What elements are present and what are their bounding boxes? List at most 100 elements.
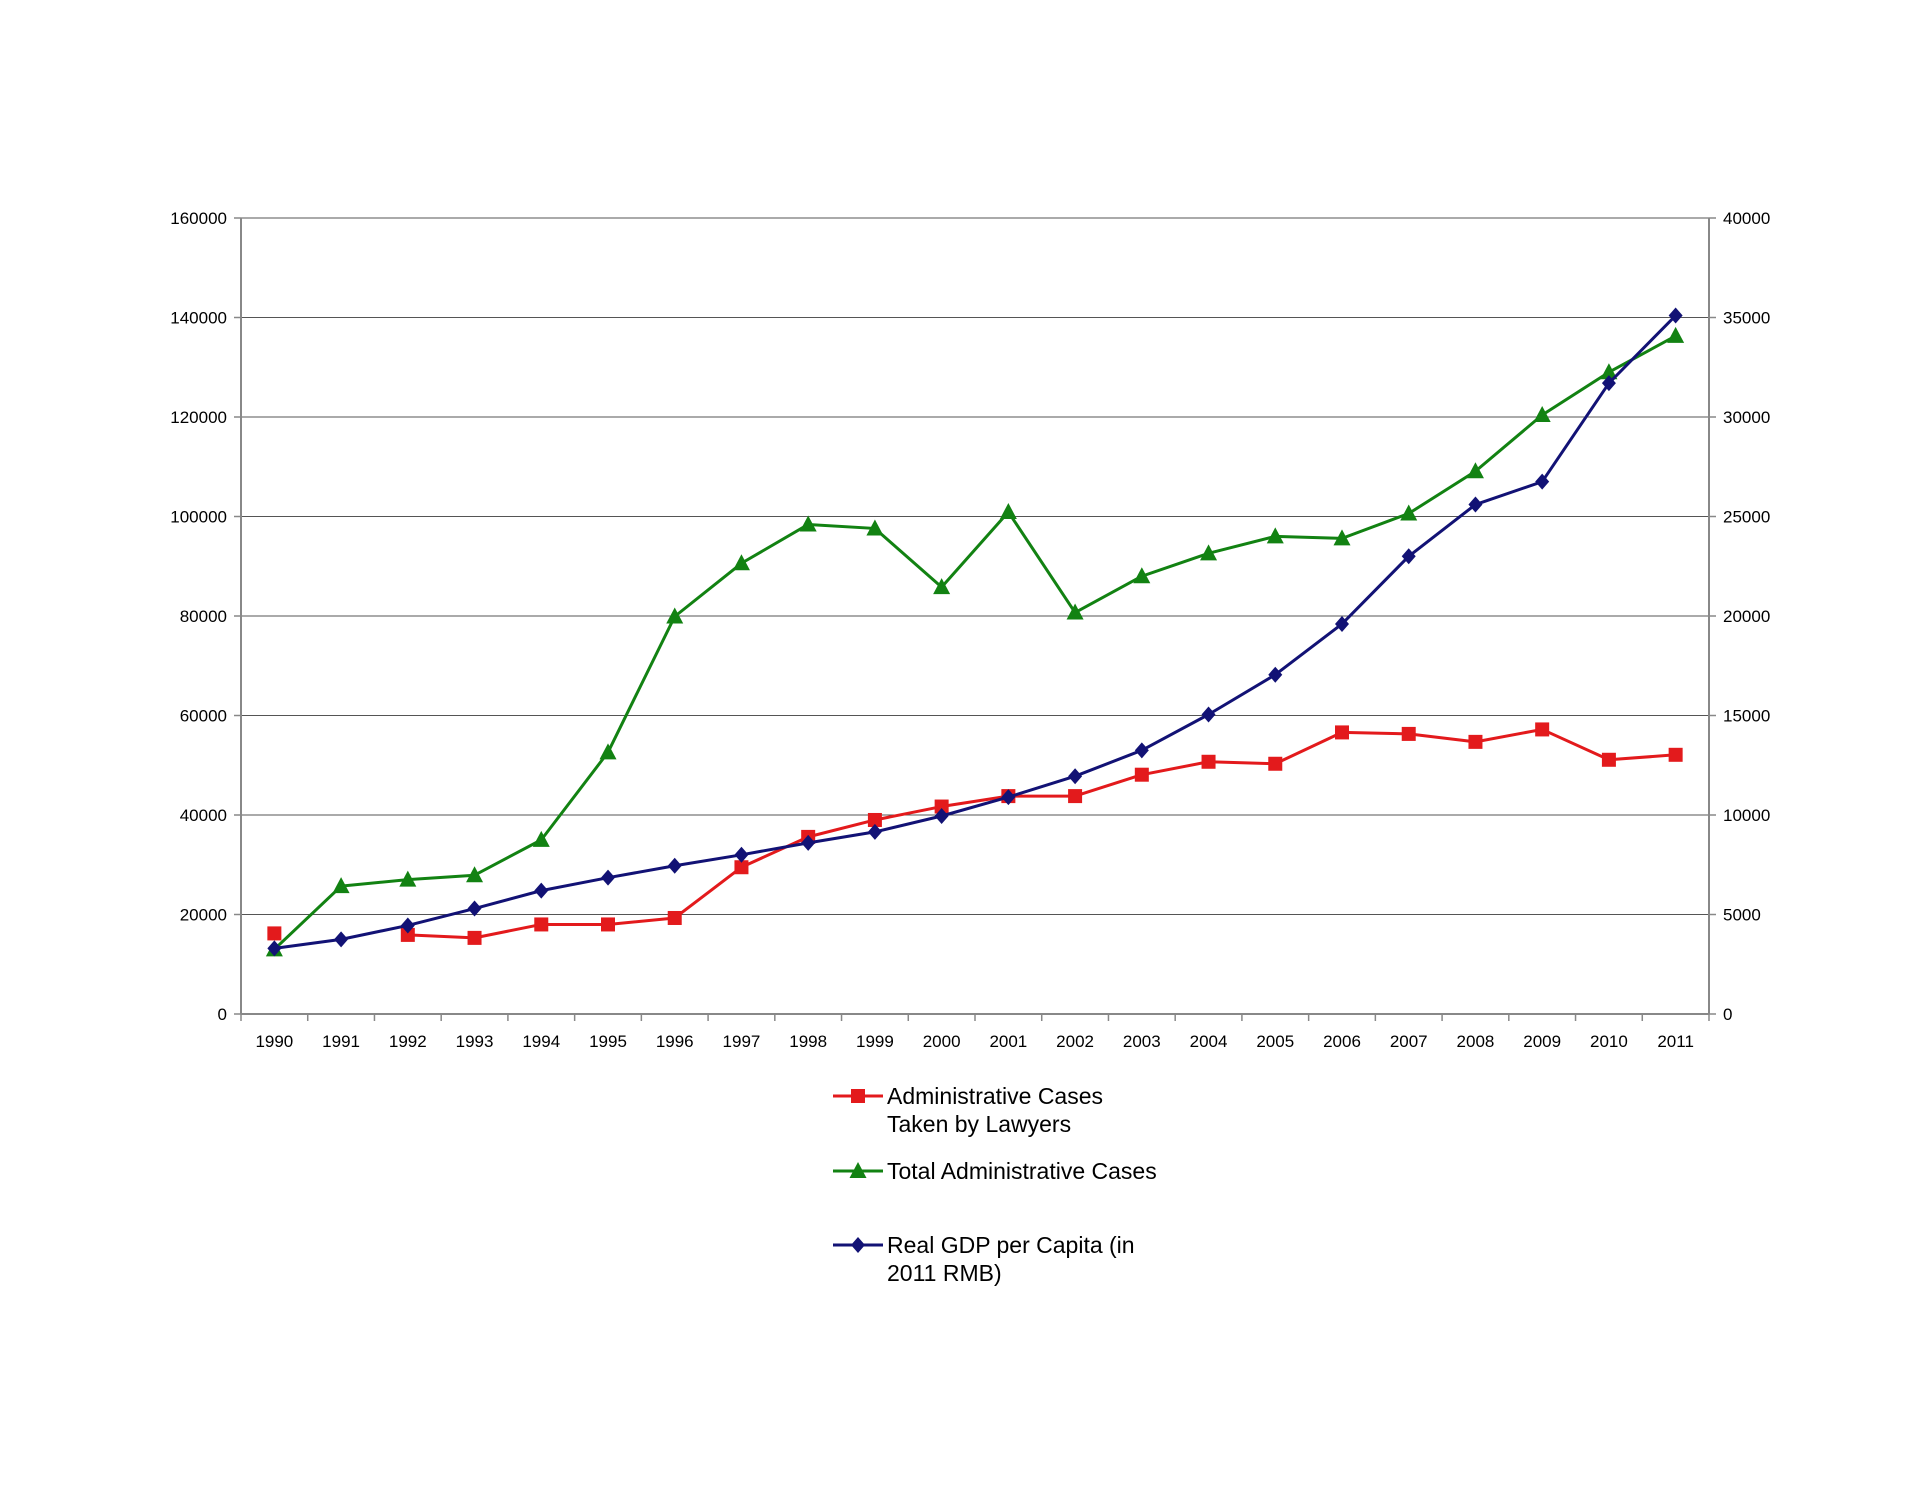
y-left-tick-label: 20000	[180, 906, 227, 925]
x-tick-label: 1995	[589, 1032, 627, 1051]
series-point-lawyer-cases	[934, 799, 949, 814]
series-point-lawyer-cases	[667, 910, 682, 925]
x-tick-label: 1991	[322, 1032, 360, 1051]
series-point-gdp-per-capita	[1401, 548, 1416, 565]
x-tick-label: 2005	[1256, 1032, 1294, 1051]
series-line-lawyer-cases	[407, 727, 1676, 940]
series-point-lawyer-cases	[467, 930, 482, 945]
x-tick-label: 2010	[1590, 1032, 1628, 1051]
x-tick-label: 2007	[1390, 1032, 1428, 1051]
series-point-gdp-per-capita	[1068, 768, 1083, 785]
series-point-gdp-per-capita	[1134, 742, 1149, 759]
x-tick-label: 1993	[456, 1032, 494, 1051]
y-left-tick-label: 60000	[180, 707, 227, 726]
series-line-total-cases	[273, 334, 1677, 951]
x-tick-label: 1992	[389, 1032, 427, 1051]
legend-marker-gdp-per-capita	[851, 1237, 865, 1253]
series-point-lawyer-cases	[1668, 747, 1683, 762]
series-line-gdp-per-capita	[274, 314, 1677, 950]
series-point-total-cases	[1466, 462, 1484, 479]
series-point-lawyer-cases	[1468, 734, 1483, 749]
series-point-total-cases	[1533, 406, 1551, 423]
series-point-total-cases	[933, 578, 951, 595]
series-point-gdp-per-capita	[1201, 706, 1216, 723]
series-point-total-cases	[1133, 567, 1151, 584]
series-point-total-cases	[399, 870, 417, 887]
y-left-tick-label: 0	[218, 1005, 227, 1024]
series-point-lawyer-cases	[734, 860, 749, 875]
series-point-lawyer-cases	[1134, 767, 1149, 782]
series-point-gdp-per-capita	[1001, 789, 1016, 806]
series-point-gdp-per-capita	[867, 823, 882, 840]
series-point-total-cases	[532, 830, 550, 847]
series-point-gdp-per-capita	[267, 940, 282, 957]
series-point-lawyer-cases	[400, 927, 415, 942]
y-right-tick-label: 40000	[1723, 209, 1770, 228]
y-right-tick-label: 10000	[1723, 806, 1770, 825]
series-point-gdp-per-capita	[1335, 615, 1349, 632]
x-tick-label: 2011	[1657, 1032, 1694, 1051]
series-point-gdp-per-capita	[1601, 375, 1616, 392]
series-point-gdp-per-capita	[1268, 666, 1283, 683]
y-right-tick-label: 30000	[1723, 408, 1770, 427]
series-point-total-cases	[866, 519, 884, 536]
series-point-total-cases	[466, 866, 484, 883]
legend-label-line: Real GDP per Capita (in	[887, 1232, 1135, 1258]
y-left-tick-label: 40000	[180, 806, 227, 825]
y-left-tick-label: 80000	[180, 607, 227, 626]
y-right-tick-label: 20000	[1723, 607, 1770, 626]
series-point-total-cases	[799, 515, 817, 532]
series-point-total-cases	[1600, 363, 1618, 380]
x-tick-label: 2004	[1190, 1032, 1228, 1051]
x-tick-label: 2001	[989, 1032, 1027, 1051]
series-point-lawyer-cases	[1401, 726, 1416, 741]
x-tick-label: 1997	[723, 1032, 761, 1051]
x-tick-label: 2009	[1523, 1032, 1561, 1051]
x-tick-label: 1996	[656, 1032, 694, 1051]
series-point-lawyer-cases	[1535, 722, 1550, 737]
y-right-tick-label: 0	[1723, 1005, 1732, 1024]
y-left-tick-label: 100000	[170, 508, 227, 527]
legend-label-line: Taken by Lawyers	[887, 1111, 1071, 1137]
y-right-tick-label: 15000	[1723, 707, 1770, 726]
x-tick-label: 2000	[923, 1032, 961, 1051]
x-tick-label: 2003	[1123, 1032, 1161, 1051]
y-right-tick-label: 35000	[1723, 309, 1770, 328]
x-tick-label: 1999	[856, 1032, 894, 1051]
series-point-gdp-per-capita	[667, 857, 682, 874]
series-point-gdp-per-capita	[534, 882, 549, 899]
legend-label-line: Total Administrative Cases	[887, 1158, 1157, 1184]
series-point-lawyer-cases	[1268, 756, 1283, 771]
series-point-lawyer-cases	[267, 926, 282, 941]
series-point-total-cases	[1200, 544, 1218, 561]
series-point-total-cases	[1400, 504, 1418, 521]
series-point-gdp-per-capita	[1535, 473, 1550, 490]
series-point-gdp-per-capita	[801, 834, 816, 851]
series-point-total-cases	[1266, 527, 1284, 544]
x-tick-label: 2008	[1457, 1032, 1495, 1051]
series-point-lawyer-cases	[601, 917, 615, 932]
legend-label-line: 2011 RMB)	[887, 1260, 1002, 1286]
series-point-total-cases	[332, 877, 350, 894]
y-right-tick-label: 25000	[1723, 508, 1770, 527]
legend-label-line: Administrative Cases	[887, 1083, 1103, 1109]
series-point-total-cases	[599, 743, 617, 760]
series-point-gdp-per-capita	[1668, 307, 1683, 324]
legend-label-gdp-per-capita: Real GDP per Capita (in 2011 RMB)	[887, 1232, 1135, 1286]
series-point-lawyer-cases	[534, 917, 549, 932]
x-tick-label: 2006	[1323, 1032, 1361, 1051]
series-point-total-cases	[666, 607, 684, 624]
series-point-gdp-per-capita	[601, 869, 615, 886]
y-left-tick-label: 140000	[170, 309, 227, 328]
series-point-gdp-per-capita	[1468, 496, 1483, 513]
series-point-total-cases	[999, 503, 1017, 520]
x-tick-label: 1998	[789, 1032, 827, 1051]
series-point-gdp-per-capita	[934, 807, 949, 824]
series-point-lawyer-cases	[1335, 725, 1349, 740]
series-point-total-cases	[1066, 603, 1084, 620]
x-tick-label: 1994	[522, 1032, 560, 1051]
y-right-tick-label: 5000	[1723, 906, 1761, 925]
series-point-gdp-per-capita	[467, 900, 482, 917]
